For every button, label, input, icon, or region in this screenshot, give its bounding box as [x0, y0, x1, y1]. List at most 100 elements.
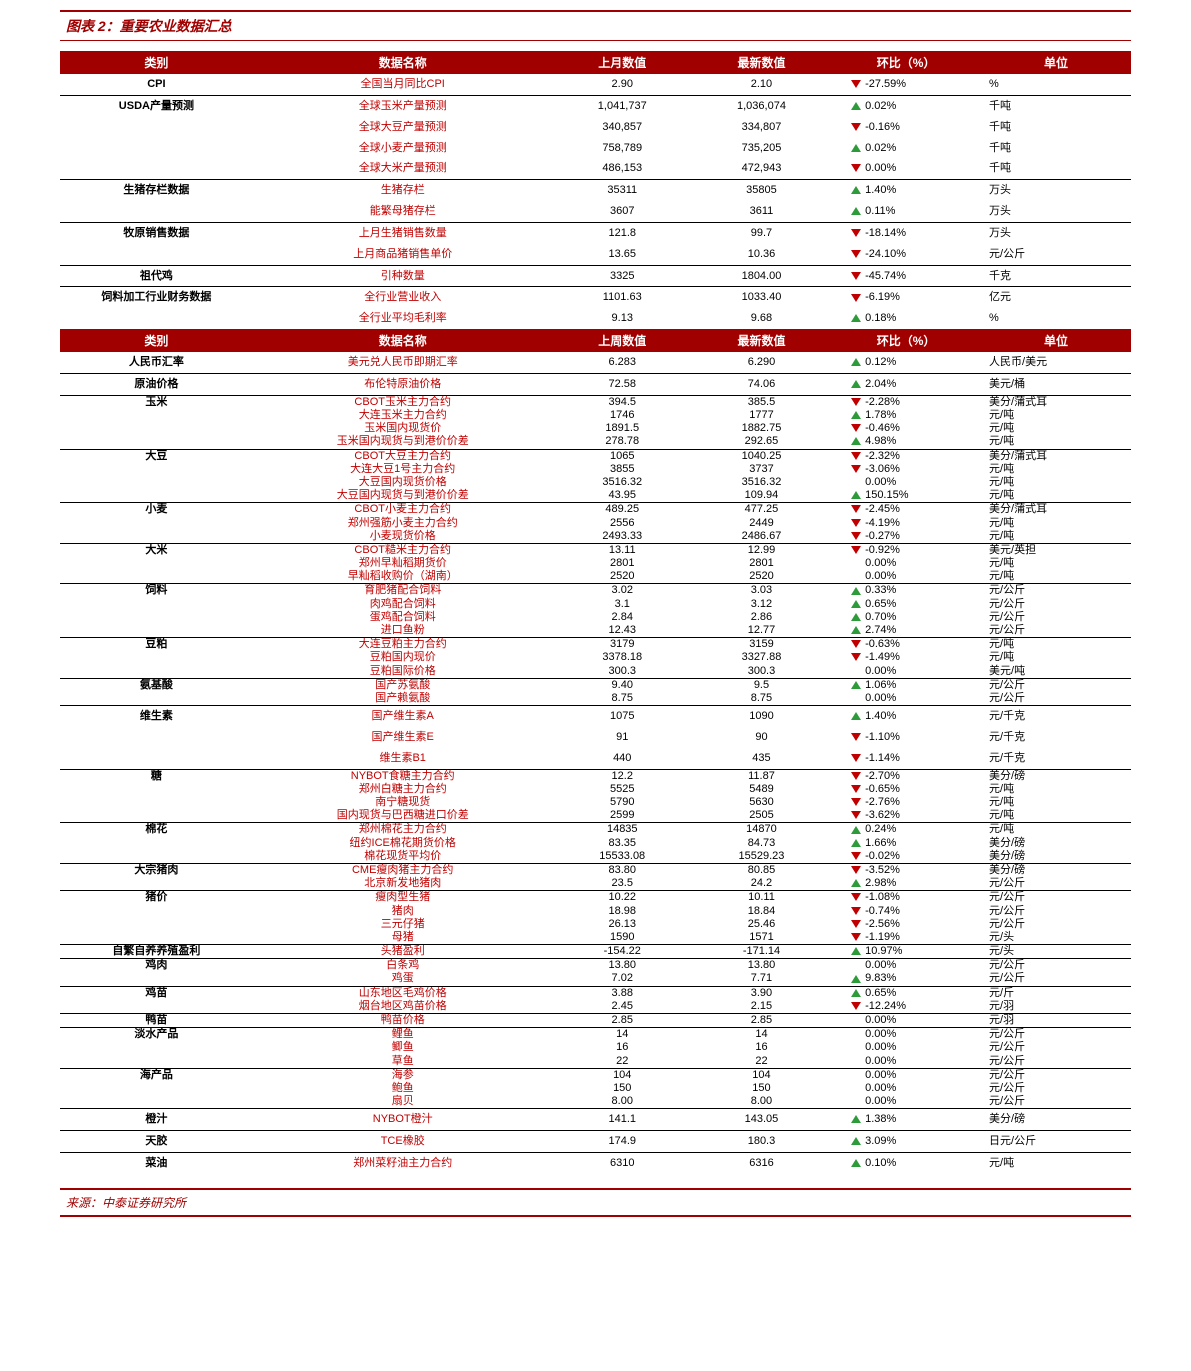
- prev-value-cell: 1590: [553, 931, 692, 945]
- change-cell: 0.65%: [831, 598, 981, 611]
- change-cell: -1.49%: [831, 651, 981, 664]
- triangle-none-icon: [851, 667, 861, 675]
- dataname-cell: 鲫鱼: [253, 1041, 553, 1054]
- table-row: 原油价格布伦特原油价格72.5874.062.04%美元/桶: [60, 373, 1131, 395]
- unit-cell: 元/公斤: [981, 959, 1131, 973]
- change-value: 4.98%: [865, 435, 896, 447]
- dataname-cell: 全球大豆产量预测: [253, 117, 553, 138]
- change-cell: 1.06%: [831, 678, 981, 692]
- dataname-cell: TCE橡胶: [253, 1131, 553, 1153]
- latest-value-cell: 477.25: [692, 503, 831, 517]
- unit-cell: 元/头: [981, 945, 1131, 959]
- triangle-down-icon: [851, 452, 861, 460]
- unit-cell: 元/羽: [981, 1014, 1131, 1028]
- unit-cell: 元/公斤: [981, 1041, 1131, 1054]
- change-value: 0.12%: [865, 356, 896, 368]
- prev-value-cell: 2556: [553, 517, 692, 530]
- unit-cell: 元/公斤: [981, 624, 1131, 638]
- unit-cell: 美分/蒲式耳: [981, 503, 1131, 517]
- change-cell: 0.11%: [831, 201, 981, 222]
- change-cell: 0.02%: [831, 138, 981, 159]
- data-table: 类别 数据名称 上月数值 最新数值 环比（%） 单位 CPI全国当月同比CPI2…: [60, 51, 1131, 1174]
- change-value: 0.65%: [865, 598, 896, 610]
- change-value: -1.08%: [865, 891, 900, 903]
- change-cell: -45.74%: [831, 265, 981, 287]
- category-cell: 人民币汇率: [60, 352, 253, 373]
- change-cell: 0.33%: [831, 584, 981, 598]
- category-cell: 糖: [60, 769, 253, 823]
- latest-value-cell: 1882.75: [692, 422, 831, 435]
- prev-value-cell: 2520: [553, 570, 692, 584]
- th-week-c6: 单位: [981, 329, 1131, 352]
- latest-value-cell: -171.14: [692, 945, 831, 959]
- prev-value-cell: 16: [553, 1041, 692, 1054]
- category-cell: USDA产量预测: [60, 95, 253, 179]
- latest-value-cell: 2486.67: [692, 530, 831, 544]
- latest-value-cell: 3327.88: [692, 651, 831, 664]
- change-cell: 0.02%: [831, 95, 981, 116]
- prev-value-cell: 14835: [553, 823, 692, 837]
- table-row: 鸭苗鸭苗价格2.852.850.00%元/羽: [60, 1014, 1131, 1028]
- prev-value-cell: 2.45: [553, 1000, 692, 1014]
- unit-cell: 元/吨: [981, 463, 1131, 476]
- latest-value-cell: 14: [692, 1028, 831, 1042]
- change-value: 0.00%: [865, 692, 896, 704]
- latest-value-cell: 24.2: [692, 877, 831, 891]
- triangle-none-icon: [851, 572, 861, 580]
- table-row: 鸡肉白条鸡13.8013.800.00%元/公斤: [60, 959, 1131, 973]
- unit-cell: 元/羽: [981, 1000, 1131, 1014]
- change-value: 1.38%: [865, 1113, 896, 1125]
- unit-cell: 元/吨: [981, 409, 1131, 422]
- prev-value-cell: 2.90: [553, 74, 692, 95]
- triangle-down-icon: [851, 250, 861, 258]
- prev-value-cell: 2.84: [553, 611, 692, 624]
- table-row: 人民币汇率美元兑人民币即期汇率6.2836.2900.12%人民币/美元: [60, 352, 1131, 373]
- dataname-cell: 棉花现货平均价: [253, 850, 553, 864]
- change-value: 150.15%: [865, 489, 908, 501]
- latest-value-cell: 6316: [692, 1153, 831, 1174]
- dataname-cell: 鲤鱼: [253, 1028, 553, 1042]
- prev-value-cell: 18.98: [553, 905, 692, 918]
- prev-value-cell: 43.95: [553, 489, 692, 503]
- triangle-up-icon: [851, 358, 861, 366]
- triangle-none-icon: [851, 1057, 861, 1065]
- triangle-up-icon: [851, 587, 861, 595]
- triangle-up-icon: [851, 437, 861, 445]
- triangle-up-icon: [851, 1115, 861, 1123]
- latest-value-cell: 80.85: [692, 863, 831, 877]
- change-cell: 1.38%: [831, 1109, 981, 1131]
- change-cell: -18.14%: [831, 222, 981, 243]
- change-value: 0.00%: [865, 1041, 896, 1053]
- th-dataname: 数据名称: [253, 51, 553, 74]
- change-value: 0.10%: [865, 1157, 896, 1169]
- unit-cell: 千吨: [981, 117, 1131, 138]
- table-row: 大米CBOT糙米主力合约13.1112.99-0.92%美元/英担: [60, 543, 1131, 557]
- prev-value-cell: 6310: [553, 1153, 692, 1174]
- unit-cell: 元/公斤: [981, 598, 1131, 611]
- latest-value-cell: 18.84: [692, 905, 831, 918]
- dataname-cell: 鸭苗价格: [253, 1014, 553, 1028]
- latest-value-cell: 35805: [692, 180, 831, 201]
- unit-cell: 美分/蒲式耳: [981, 449, 1131, 463]
- table-row: 棉花郑州棉花主力合约14835148700.24%元/吨: [60, 823, 1131, 837]
- change-value: -0.02%: [865, 850, 900, 862]
- prev-value-cell: 1075: [553, 706, 692, 727]
- change-cell: 0.00%: [831, 1014, 981, 1028]
- latest-value-cell: 1777: [692, 409, 831, 422]
- prev-value-cell: 72.58: [553, 373, 692, 395]
- latest-value-cell: 472,943: [692, 158, 831, 179]
- unit-cell: 元/吨: [981, 823, 1131, 837]
- latest-value-cell: 2801: [692, 557, 831, 570]
- table-row: USDA产量预测全球玉米产量预测1,041,7371,036,0740.02%千…: [60, 95, 1131, 116]
- change-cell: 0.00%: [831, 1095, 981, 1109]
- change-cell: -24.10%: [831, 244, 981, 265]
- change-cell: -2.28%: [831, 395, 981, 409]
- source-bar: 来源：中泰证券研究所: [60, 1188, 1131, 1217]
- latest-value-cell: 735,205: [692, 138, 831, 159]
- prev-value-cell: 486,153: [553, 158, 692, 179]
- latest-value-cell: 90: [692, 727, 831, 748]
- change-cell: -0.63%: [831, 638, 981, 652]
- triangle-up-icon: [851, 712, 861, 720]
- category-cell: 玉米: [60, 395, 253, 449]
- dataname-cell: 美元兑人民币即期汇率: [253, 352, 553, 373]
